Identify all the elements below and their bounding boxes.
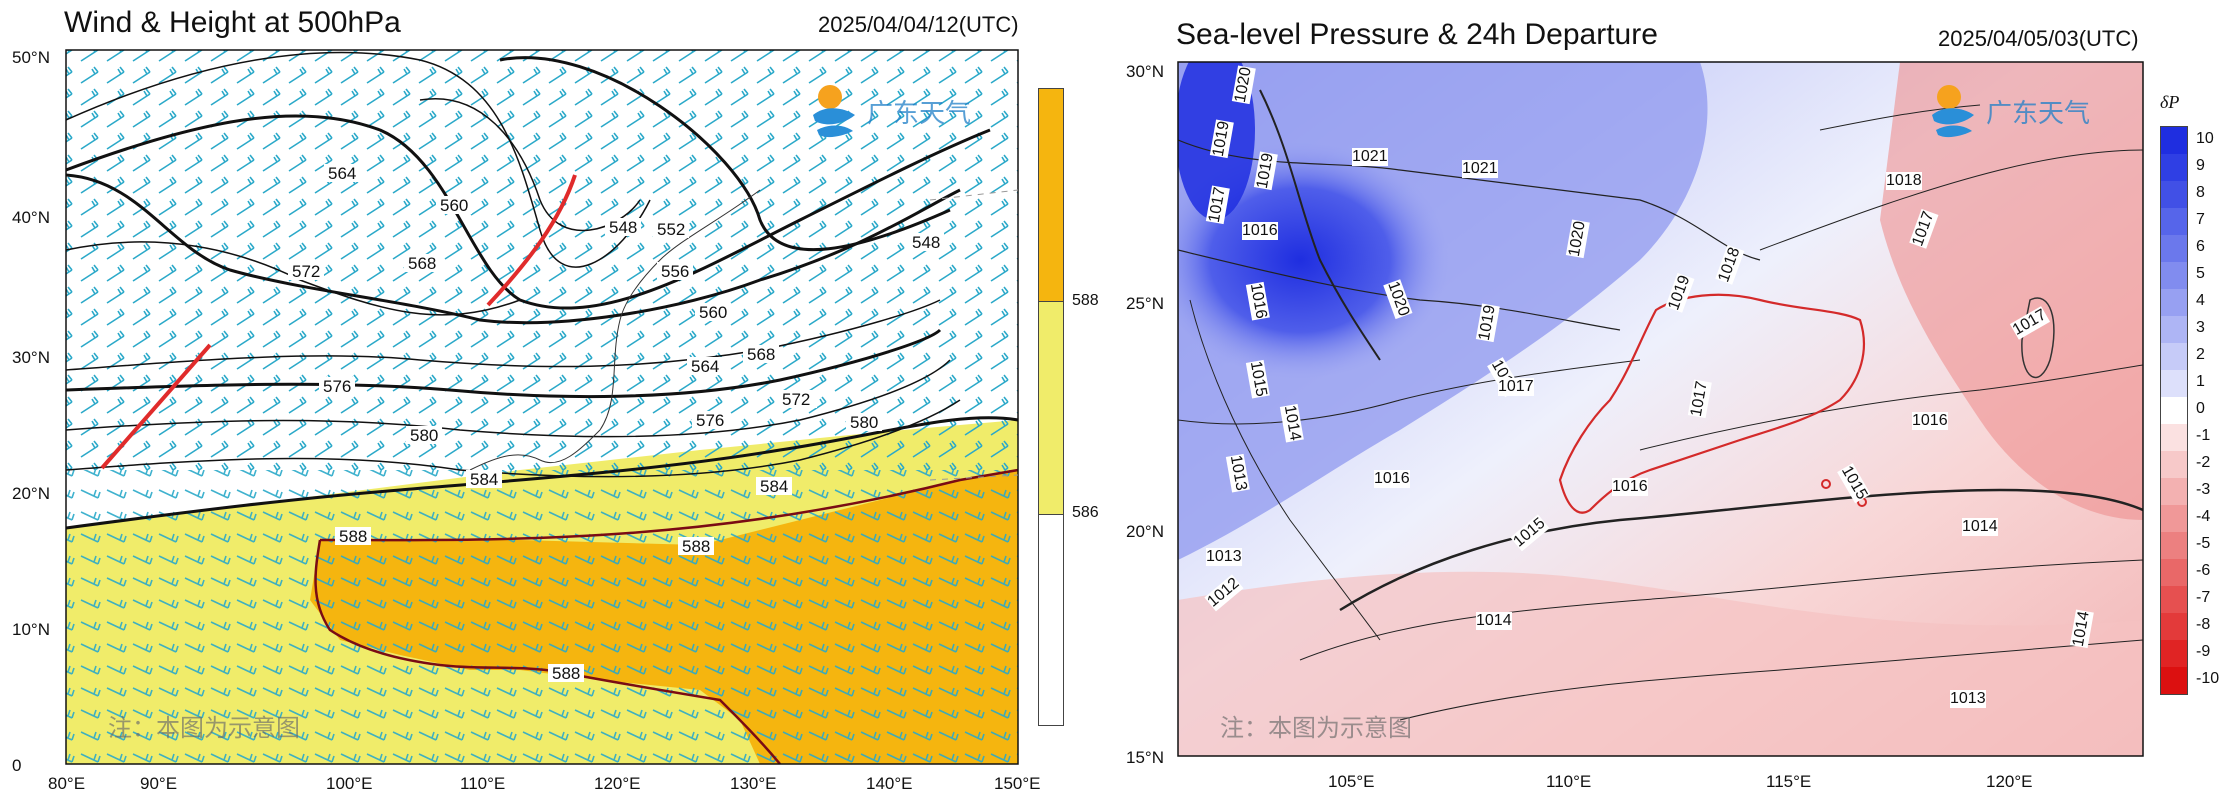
- isobar-label: 1017: [1498, 378, 1534, 396]
- colorbar-label: -5: [2196, 535, 2210, 553]
- colorbar-label: -7: [2196, 589, 2210, 607]
- colorbar-swatch: [2161, 451, 2187, 478]
- colorbar-swatch: [2161, 235, 2187, 262]
- colorbar-label: 10: [2196, 130, 2214, 148]
- colorbar-swatch: [2161, 586, 2187, 613]
- lat-label: 20°N: [1126, 522, 1164, 542]
- right-logo: 广东天气: [1924, 75, 2104, 145]
- colorbar-swatch: [2161, 343, 2187, 370]
- colorbar-swatch: [2161, 397, 2187, 424]
- colorbar-label: 9: [2196, 157, 2205, 175]
- right-colorbar: [2160, 126, 2188, 695]
- colorbar-label: -4: [2196, 508, 2210, 526]
- right-logo-text: 广东天气: [1986, 93, 2090, 130]
- colorbar-swatch: [2161, 559, 2187, 586]
- colorbar-label: -8: [2196, 616, 2210, 634]
- isobar-label: 1013: [1950, 690, 1986, 708]
- isobar-label: 1018: [1886, 172, 1922, 190]
- colorbar-swatch: [2161, 208, 2187, 235]
- colorbar-label: -10: [2196, 670, 2219, 688]
- colorbar-swatch: [2161, 505, 2187, 532]
- colorbar-label: 0: [2196, 400, 2205, 418]
- lon-label: 115°E: [1766, 772, 1811, 792]
- lat-label: 25°N: [1126, 294, 1164, 314]
- colorbar-label: -6: [2196, 562, 2210, 580]
- lon-label: 110°E: [1546, 772, 1591, 792]
- colorbar-label: 4: [2196, 292, 2205, 310]
- colorbar-swatch: [2161, 613, 2187, 640]
- colorbar-label: -2: [2196, 454, 2210, 472]
- right-watermark-note: 注：本图为示意图: [1220, 708, 1412, 743]
- lat-label: 15°N: [1126, 748, 1164, 768]
- colorbar-title: δP: [2160, 92, 2179, 113]
- colorbar-swatch: [2161, 667, 2187, 694]
- colorbar-label: -9: [2196, 643, 2210, 661]
- colorbar-label: 7: [2196, 211, 2205, 229]
- isobar-label: 1016: [1612, 478, 1648, 496]
- colorbar-label: -3: [2196, 481, 2210, 499]
- colorbar-label: 5: [2196, 265, 2205, 283]
- isobar-label: 1014: [1476, 612, 1512, 630]
- lon-label: 120°E: [1986, 772, 2033, 792]
- isobar-label: 1021: [1352, 148, 1388, 166]
- isobar-label: 1013: [1206, 548, 1242, 566]
- isobar-label: 1016: [1374, 470, 1410, 488]
- isobar-label: 1014: [1962, 518, 1998, 536]
- colorbar-swatch: [2161, 316, 2187, 343]
- colorbar-swatch: [2161, 127, 2187, 154]
- colorbar-label: 1: [2196, 373, 2205, 391]
- isobar-label: 1016: [1242, 222, 1278, 240]
- colorbar-swatch: [2161, 424, 2187, 451]
- colorbar-swatch: [2161, 370, 2187, 397]
- sun-logo-icon: [1924, 75, 1984, 145]
- colorbar-swatch: [2161, 181, 2187, 208]
- colorbar-swatch: [2161, 154, 2187, 181]
- colorbar-label: -1: [2196, 427, 2210, 445]
- isobar-label: 1021: [1462, 160, 1498, 178]
- colorbar-swatch: [2161, 532, 2187, 559]
- colorbar-label: 2: [2196, 346, 2205, 364]
- colorbar-swatch: [2161, 640, 2187, 667]
- colorbar-swatch: [2161, 262, 2187, 289]
- colorbar-label: 8: [2196, 184, 2205, 202]
- isobar-label: 1016: [1912, 412, 1948, 430]
- colorbar-swatch: [2161, 478, 2187, 505]
- colorbar-swatch: [2161, 289, 2187, 316]
- colorbar-label: 6: [2196, 238, 2205, 256]
- lat-label: 30°N: [1126, 62, 1164, 82]
- colorbar-label: 3: [2196, 319, 2205, 337]
- lon-label: 105°E: [1328, 772, 1375, 792]
